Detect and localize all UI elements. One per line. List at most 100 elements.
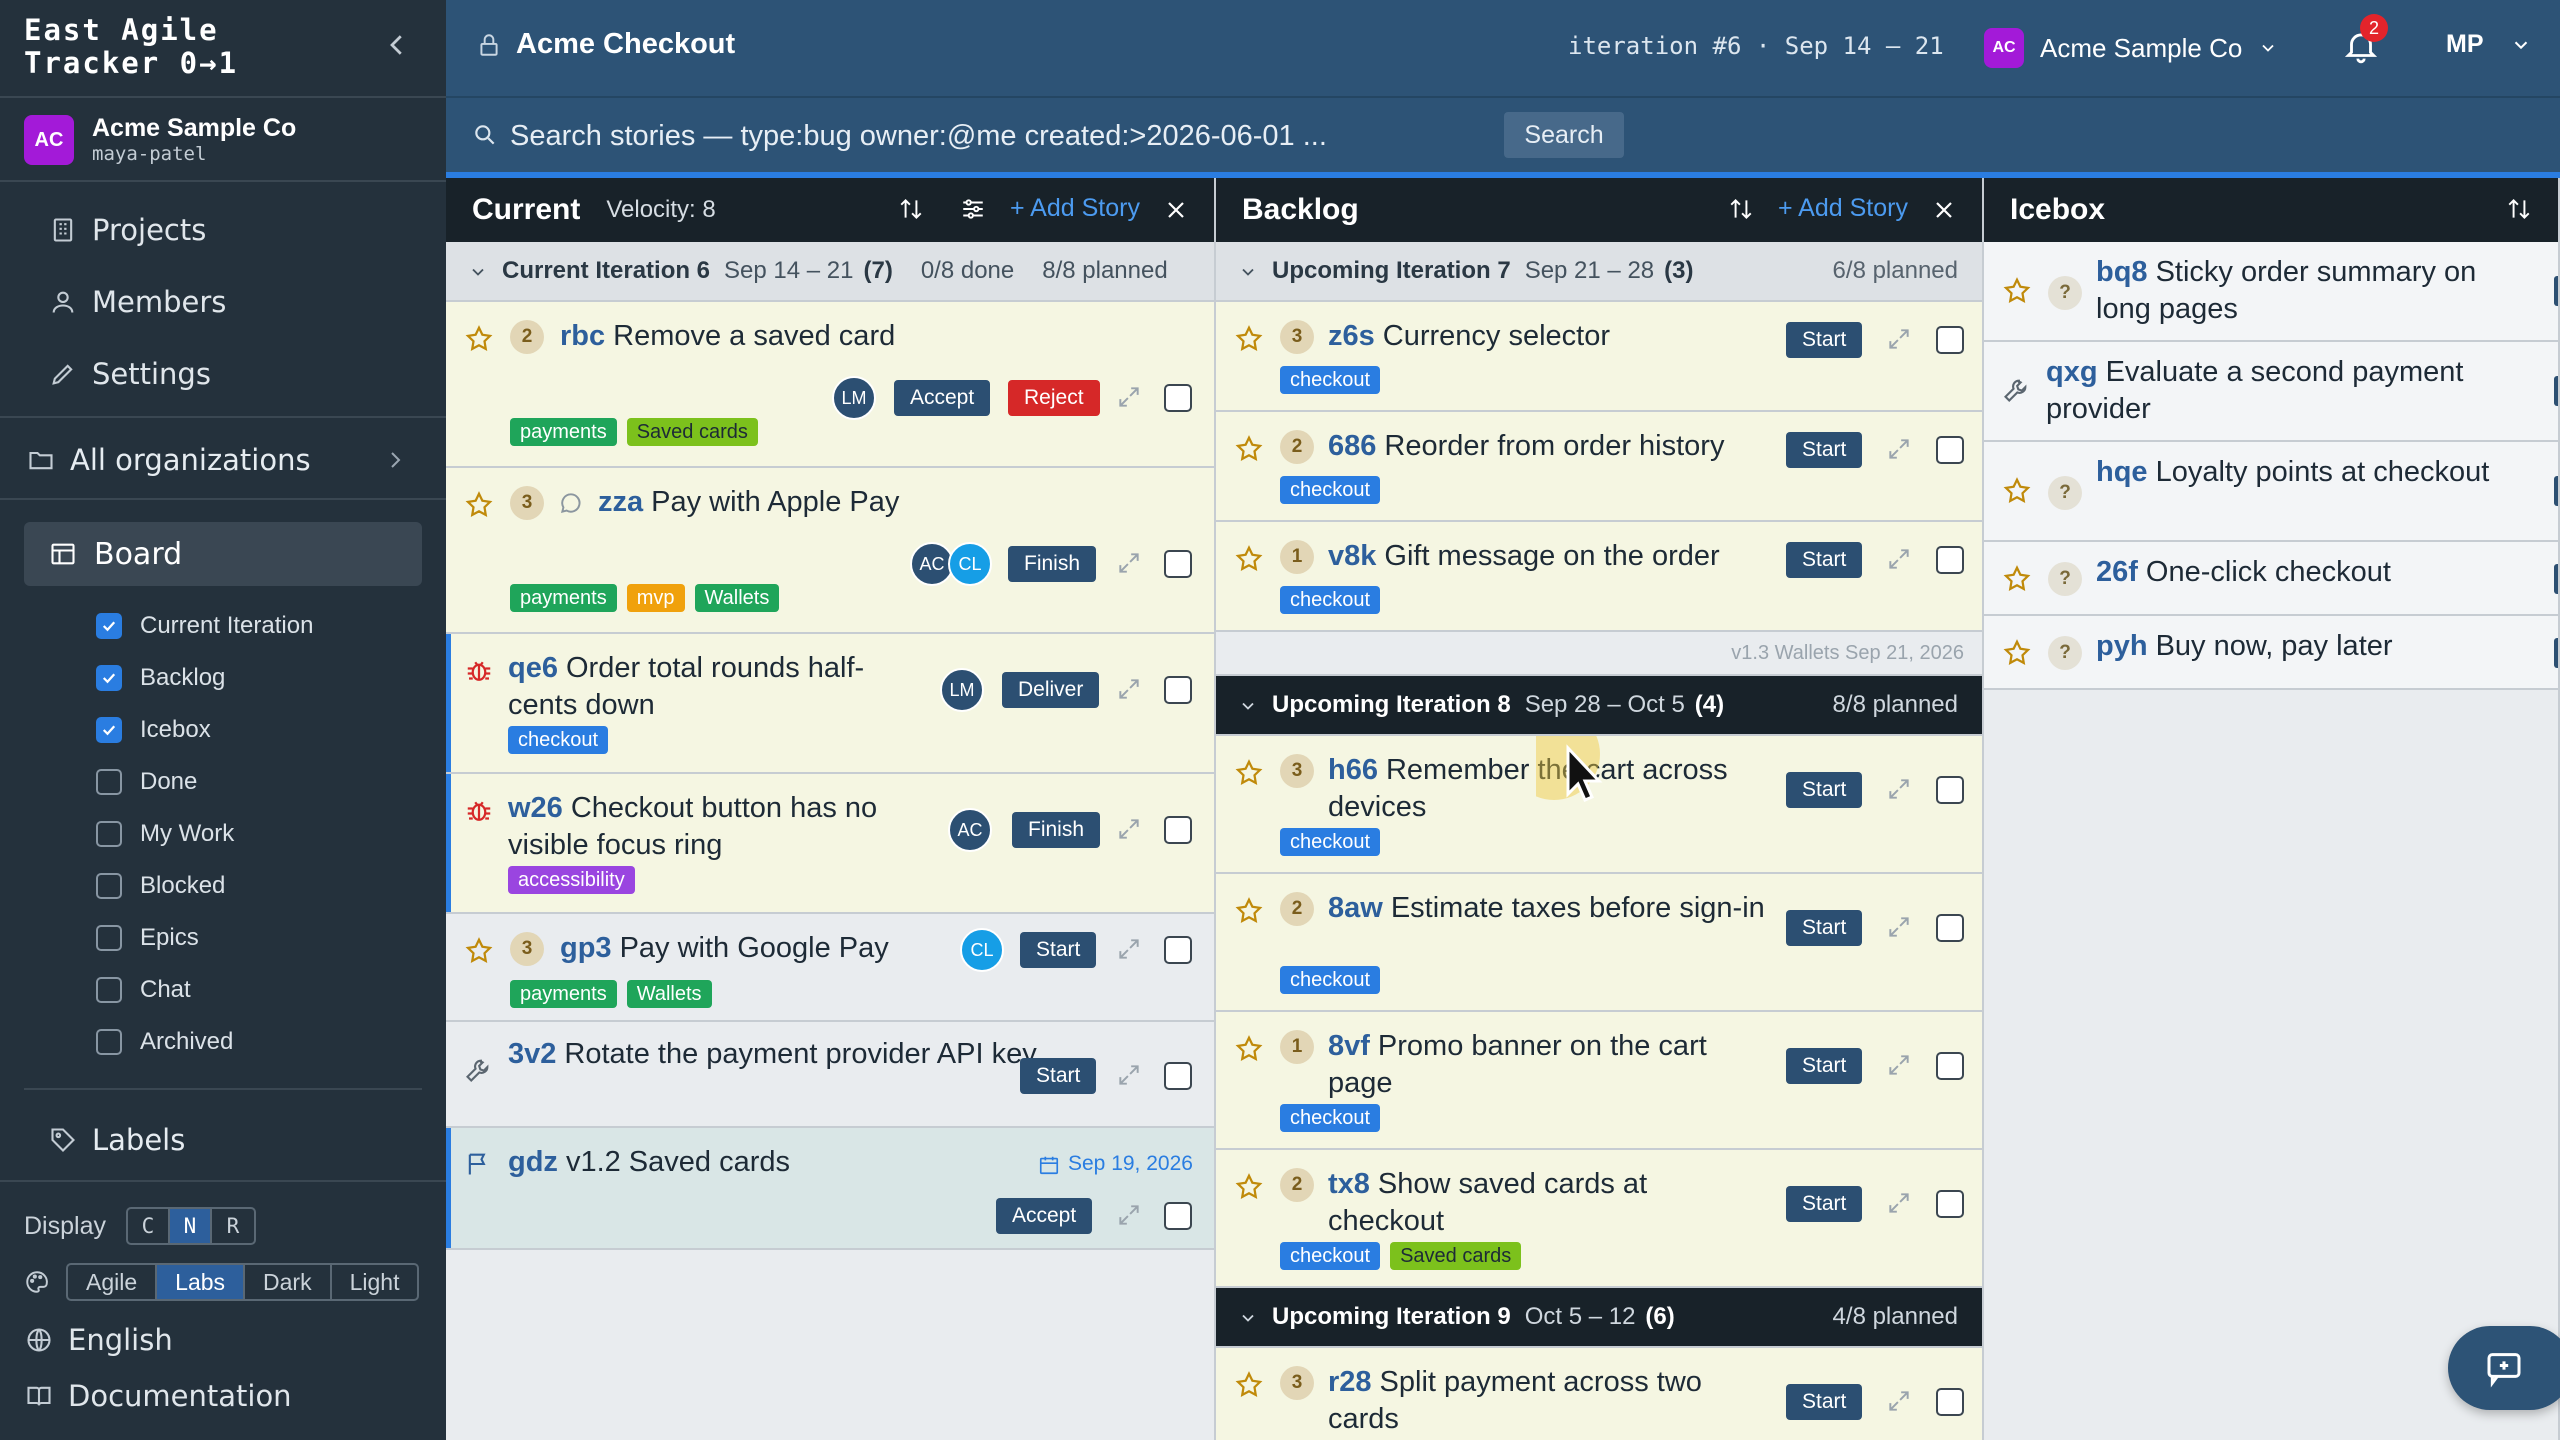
start-button[interactable]: Start — [1786, 1186, 1863, 1222]
expand-icon[interactable] — [1886, 436, 1912, 462]
iteration-header[interactable]: Upcoming Iteration 9 Oct 5 – 12 (6) 4/8 pla… — [1216, 1288, 1982, 1348]
panel-toggle-blocked[interactable]: Blocked — [96, 866, 225, 906]
org-dropdown[interactable]: AC Acme Sample Co — [1984, 28, 2278, 68]
expand-icon[interactable] — [1886, 1190, 1912, 1216]
select-checkbox[interactable] — [1164, 676, 1192, 704]
icebox-story-card[interactable]: qxg Evaluate a second payment provider — [1984, 342, 2558, 442]
label-tag[interactable]: accessibility — [508, 866, 635, 894]
start-button[interactable]: Start — [1786, 772, 1863, 808]
filter-icon[interactable] — [960, 196, 986, 222]
panel-toggle-my-work[interactable]: My Work — [96, 814, 234, 854]
nav-labels[interactable]: Labels — [46, 1118, 185, 1162]
accept-button[interactable]: Accept — [996, 1198, 1093, 1234]
select-checkbox[interactable] — [1164, 936, 1192, 964]
collapse-sidebar-icon[interactable] — [382, 30, 412, 60]
story-card[interactable]: 1 8vf Promo banner on the cart page Start ch… — [1216, 1012, 1982, 1150]
label-tag[interactable]: payments — [510, 584, 617, 612]
icebox-story-card[interactable]: ? hqe Loyalty points at checkout — [1984, 442, 2558, 542]
panel-toggle-current-iteration[interactable]: Current Iteration — [96, 606, 313, 646]
label-tag[interactable]: checkout — [1280, 366, 1381, 394]
iteration-header[interactable]: Current Iteration 6 Sep 14 – 21 (7) 0/8 … — [446, 242, 1214, 302]
story-card[interactable]: 2 686 Reorder from order history Start check… — [1216, 412, 1982, 522]
expand-icon[interactable] — [1116, 936, 1142, 962]
start-button[interactable]: Start — [1786, 910, 1863, 946]
story-card[interactable]: 3 zza Pay with Apple Pay AC CL Finish pay… — [446, 468, 1214, 634]
start-button[interactable]: Start — [1786, 322, 1863, 358]
display-option[interactable]: R — [226, 1214, 240, 1238]
story-card[interactable]: qe6 Order total rounds half-cents down LM… — [446, 634, 1214, 774]
iteration-header[interactable]: Upcoming Iteration 8 Sep 28 – Oct 5 (4) 8/8… — [1216, 676, 1982, 736]
nav-projects[interactable]: Projects — [46, 210, 206, 250]
expand-icon[interactable] — [1886, 546, 1912, 572]
display-option[interactable]: N — [169, 1209, 212, 1243]
panel-toggle-epics[interactable]: Epics — [96, 918, 199, 958]
theme-option[interactable]: Labs — [157, 1265, 246, 1299]
icebox-story-card[interactable]: ? 26f One-click checkout — [1984, 542, 2558, 616]
start-button[interactable]: Start — [1786, 432, 1863, 468]
story-handle[interactable] — [2554, 564, 2558, 594]
user-menu[interactable]: MP — [2446, 30, 2532, 59]
select-checkbox[interactable] — [1164, 1062, 1192, 1090]
select-checkbox[interactable] — [1936, 1388, 1964, 1416]
story-handle[interactable] — [2554, 376, 2558, 406]
start-button[interactable]: Start — [1020, 932, 1097, 968]
select-checkbox[interactable] — [1936, 436, 1964, 464]
select-checkbox[interactable] — [1936, 1190, 1964, 1218]
finish-button[interactable]: Finish — [1008, 546, 1097, 582]
expand-icon[interactable] — [1116, 550, 1142, 576]
checkbox-unchecked[interactable] — [96, 769, 122, 795]
story-card[interactable]: 1 v8k Gift message on the order Start checko… — [1216, 522, 1982, 632]
label-tag[interactable]: Wallets — [694, 584, 780, 612]
label-tag[interactable]: payments — [510, 980, 617, 1008]
checkbox-checked[interactable] — [96, 665, 122, 691]
story-card[interactable]: 3v2 Rotate the payment provider API key S… — [446, 1022, 1214, 1128]
label-tag[interactable]: Wallets — [626, 980, 712, 1008]
org-switcher[interactable]: AC Acme Sample Co maya-patel — [24, 114, 296, 165]
label-tag[interactable]: checkout — [1280, 828, 1381, 856]
select-checkbox[interactable] — [1164, 550, 1192, 578]
expand-icon[interactable] — [1116, 1062, 1142, 1088]
icebox-story-card[interactable]: ? pyh Buy now, pay later — [1984, 616, 2558, 690]
reject-button[interactable]: Reject — [1008, 380, 1100, 416]
story-handle[interactable] — [2554, 476, 2558, 506]
nav-settings[interactable]: Settings — [46, 354, 211, 394]
story-card[interactable]: 2 8aw Estimate taxes before sign-in Start ch… — [1216, 874, 1982, 1012]
start-button[interactable]: Start — [1786, 1384, 1863, 1420]
icebox-story-card[interactable]: ? bq8 Sticky order summary on long pages — [1984, 242, 2558, 342]
checkbox-checked[interactable] — [96, 717, 122, 743]
expand-icon[interactable] — [1886, 1052, 1912, 1078]
checkbox-checked[interactable] — [96, 613, 122, 639]
project-title[interactable]: Acme Checkout — [476, 28, 735, 61]
checkbox-unchecked[interactable] — [96, 925, 122, 951]
panel-toggle-icebox[interactable]: Icebox — [96, 710, 211, 750]
theme-option[interactable]: Agile — [68, 1265, 158, 1299]
story-card[interactable]: 3 z6s Currency selector Start checkout — [1216, 302, 1982, 412]
story-handle[interactable] — [2554, 276, 2558, 306]
add-story-button[interactable]: + Add Story — [1778, 194, 1908, 222]
checkbox-unchecked[interactable] — [96, 821, 122, 847]
iteration-header[interactable]: Upcoming Iteration 7 Sep 21 – 28 (3) 6/8 pl… — [1216, 242, 1982, 302]
nav-all-organizations[interactable]: All organizations — [24, 440, 424, 480]
checkbox-unchecked[interactable] — [96, 977, 122, 1003]
sort-icon[interactable] — [2506, 196, 2532, 222]
sort-icon[interactable] — [898, 196, 924, 222]
sort-icon[interactable] — [1728, 196, 1754, 222]
label-tag[interactable]: Saved cards — [1390, 1242, 1522, 1270]
select-checkbox[interactable] — [1164, 816, 1192, 844]
label-tag[interactable]: checkout — [508, 726, 609, 754]
deliver-button[interactable]: Deliver — [1002, 672, 1100, 708]
accept-button[interactable]: Accept — [894, 380, 991, 416]
theme-option[interactable]: Light — [349, 1268, 400, 1295]
panel-toggle-archived[interactable]: Archived — [96, 1022, 233, 1062]
label-tag[interactable]: Saved cards — [626, 418, 758, 446]
start-button[interactable]: Start — [1786, 542, 1863, 578]
start-button[interactable]: Start — [1786, 1048, 1863, 1084]
checkbox-unchecked[interactable] — [96, 873, 122, 899]
nav-members[interactable]: Members — [46, 282, 226, 322]
theme-option[interactable]: Dark — [245, 1265, 332, 1299]
panel-toggle-done[interactable]: Done — [96, 762, 197, 802]
search-button[interactable]: Search — [1504, 112, 1624, 158]
search-input[interactable] — [510, 112, 1430, 160]
expand-icon[interactable] — [1886, 914, 1912, 940]
